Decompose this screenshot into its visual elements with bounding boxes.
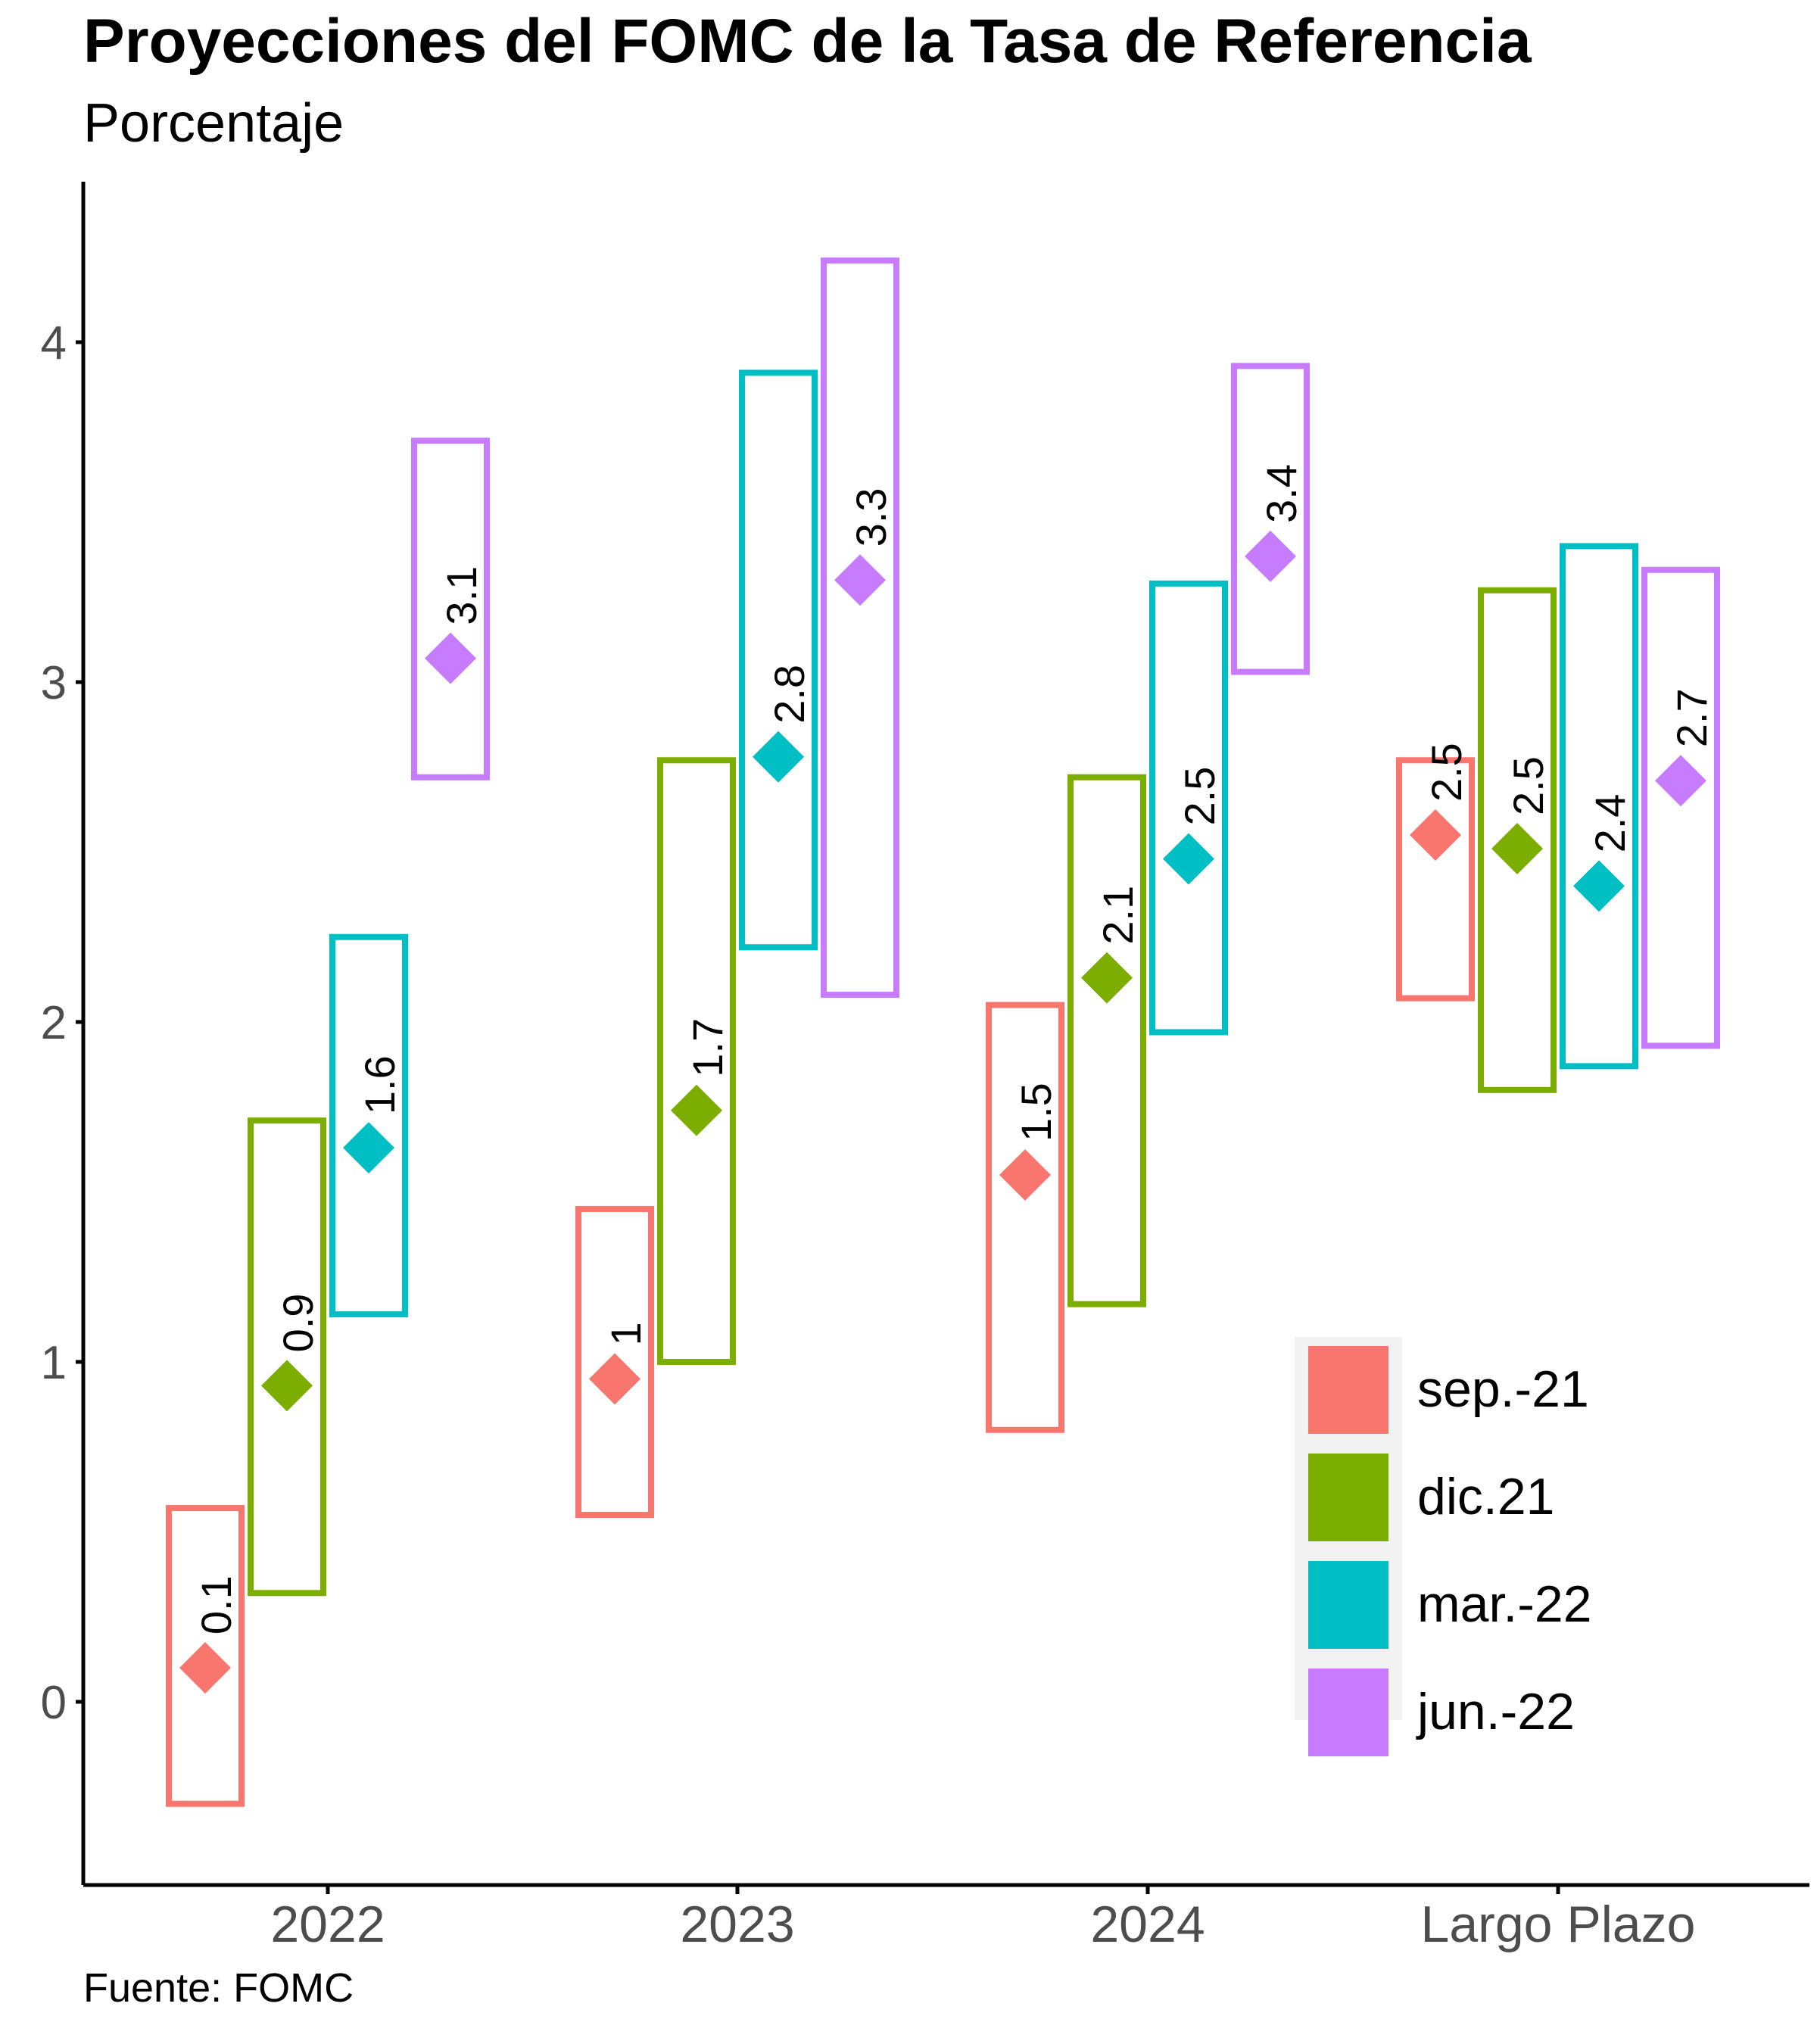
median-point: [834, 554, 886, 606]
range-box: [1478, 587, 1557, 1093]
legend-swatch: [1308, 1669, 1388, 1756]
legend-swatch: [1308, 1454, 1388, 1541]
data-label: 1: [602, 1322, 650, 1345]
x-tick-label: 2022: [270, 1896, 385, 1953]
data-label: 1.6: [356, 1055, 404, 1114]
data-label: 0.1: [192, 1575, 240, 1634]
range-box: [329, 933, 408, 1318]
median-point: [589, 1353, 640, 1405]
data-label: 2.5: [1423, 743, 1470, 802]
median-point: [1245, 530, 1296, 582]
chart-marks: 0.1 1 1.5 2.5 0.9 1.7 2.1 2.5 1.6 2.8 2.5 2.4 3.1 3.3…: [166, 257, 1720, 1807]
range-box: [166, 1505, 245, 1807]
legend-swatch: [1308, 1561, 1388, 1649]
data-label: 2.1: [1094, 886, 1142, 945]
median-point: [425, 632, 476, 684]
median-point: [1410, 809, 1461, 862]
data-label: 3.4: [1258, 464, 1305, 523]
data-label: 0.9: [274, 1294, 322, 1353]
x-tick-label: 2023: [680, 1896, 794, 1953]
chart-subtitle: Porcentaje: [83, 93, 344, 154]
data-label: 1.7: [684, 1018, 731, 1077]
data-label: 1.5: [1012, 1083, 1060, 1142]
data-label: 2.4: [1586, 794, 1634, 853]
range-box: [986, 1002, 1064, 1433]
median-point: [1573, 860, 1625, 912]
legend-swatch: [1308, 1346, 1388, 1434]
legend-label: dic.21: [1417, 1468, 1554, 1525]
data-label: 2.7: [1668, 688, 1716, 747]
data-label: 2.8: [765, 665, 813, 724]
median-point: [753, 731, 804, 783]
axes: 0 1 2 3 4 2022 2023 2024 Largo Plazo: [41, 182, 1809, 1953]
data-label: 3.1: [438, 566, 485, 625]
legend-label: mar.-22: [1417, 1575, 1592, 1633]
range-box: [739, 369, 818, 951]
range-box: [1149, 580, 1228, 1036]
median-point: [1163, 833, 1214, 885]
median-point: [1491, 823, 1543, 875]
y-tick-label: 3: [41, 657, 67, 709]
median-point: [1655, 755, 1706, 807]
y-tick-label: 0: [41, 1677, 67, 1729]
y-tick-label: 2: [41, 997, 67, 1049]
x-tick-label: 2024: [1090, 1896, 1205, 1953]
range-box: [248, 1117, 326, 1597]
legend-label: sep.-21: [1417, 1360, 1589, 1418]
chart-title: Proyecciones del FOMC de la Tasa de Refe…: [83, 7, 1532, 76]
median-point: [671, 1084, 722, 1136]
range-box: [1067, 774, 1146, 1307]
range-box: [1641, 566, 1720, 1049]
range-box: [821, 257, 899, 999]
y-tick-label: 4: [41, 317, 67, 369]
data-label: 3.3: [847, 488, 895, 547]
legend-label: jun.-22: [1416, 1683, 1575, 1740]
range-box: [1560, 543, 1638, 1070]
range-box: [657, 757, 736, 1365]
range-box: [1231, 363, 1310, 675]
y-tick-label: 1: [41, 1337, 67, 1389]
data-label: 2.5: [1176, 767, 1223, 826]
range-box: [575, 1205, 654, 1519]
legend: sep.-21 dic.21 mar.-22 jun.-22: [1295, 1337, 1592, 1756]
median-point: [179, 1642, 231, 1694]
median-point: [999, 1149, 1051, 1201]
median-point: [261, 1360, 313, 1412]
median-point: [1081, 952, 1133, 1004]
range-box: [411, 438, 490, 781]
chart-source: Fuente: FOMC: [83, 1965, 354, 2011]
median-point: [343, 1122, 394, 1174]
data-label: 2.5: [1504, 756, 1552, 815]
x-tick-label: Largo Plazo: [1421, 1896, 1696, 1953]
range-box: [1396, 757, 1475, 1002]
